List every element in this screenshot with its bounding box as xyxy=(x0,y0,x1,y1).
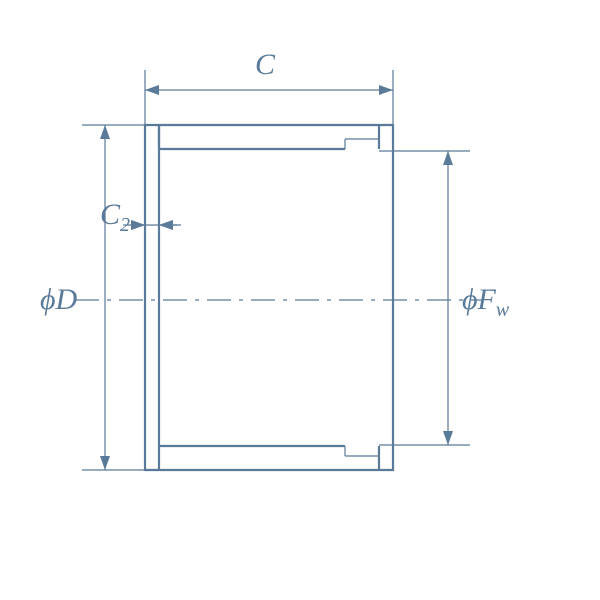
label-phiD: ϕD xyxy=(40,283,77,317)
outer-rect xyxy=(145,125,393,470)
label-C: C xyxy=(255,48,275,82)
label-phiFw: ϕFw xyxy=(462,283,509,322)
label-C2: C2 xyxy=(100,198,130,237)
